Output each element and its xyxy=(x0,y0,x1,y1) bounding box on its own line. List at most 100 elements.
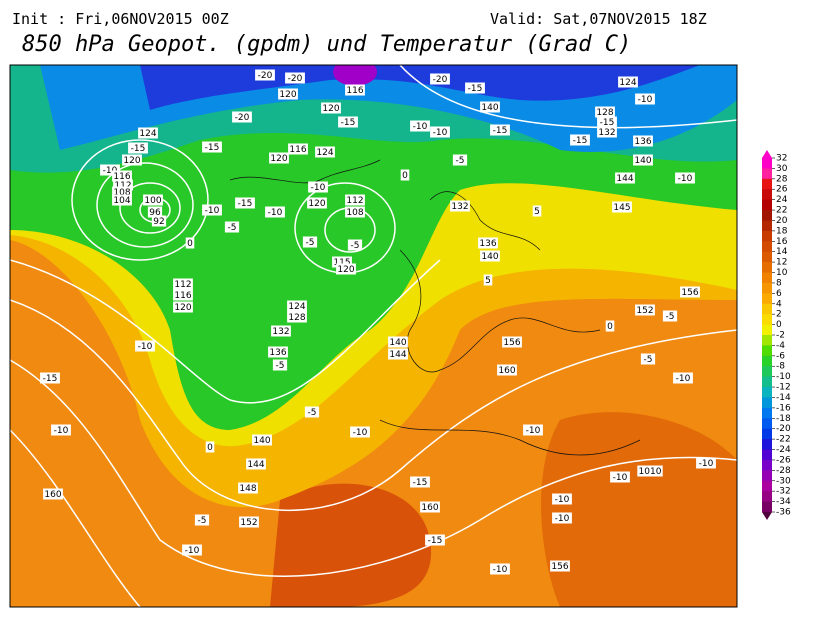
colorbar-segment xyxy=(762,355,772,367)
colorbar-label: -24 xyxy=(776,445,791,455)
contour-label-bg xyxy=(128,142,148,154)
contour-label-bg xyxy=(151,215,167,227)
contour-label: 148 xyxy=(239,484,256,494)
contour-label: 116 xyxy=(174,291,191,301)
contour-label-bg xyxy=(255,69,275,81)
contour-label: 124 xyxy=(139,129,156,139)
colorbar-segment xyxy=(762,335,772,346)
contour-label: -10 xyxy=(676,374,691,384)
colorbar-label: 20 xyxy=(776,216,788,226)
contour-label-bg xyxy=(452,154,468,166)
contour-label: -10 xyxy=(413,122,428,132)
contour-label-bg xyxy=(268,346,288,358)
colorbar-segment xyxy=(762,345,772,357)
colorbar-segment xyxy=(762,314,772,326)
contour-label: -10 xyxy=(678,174,693,184)
contour-label: 144 xyxy=(247,460,264,470)
contour-label: 124 xyxy=(619,78,636,88)
contour-label: 0 xyxy=(207,443,213,453)
contour-label: 160 xyxy=(498,366,515,376)
contour-label-bg xyxy=(135,340,155,352)
colorbar-label: 30 xyxy=(776,164,788,174)
contour-label-bg xyxy=(410,476,430,488)
contour-label: -15 xyxy=(131,144,146,154)
colorbar-segment xyxy=(762,282,772,294)
colorbar-segment xyxy=(762,189,772,201)
contour-label-bg xyxy=(550,560,570,572)
colorbar-label: 28 xyxy=(776,174,788,184)
contour-label-bg xyxy=(205,441,215,453)
contour-label: 156 xyxy=(551,562,568,572)
contour-label-bg xyxy=(618,76,638,88)
contour-label: 160 xyxy=(44,490,61,500)
colorbar-segment xyxy=(762,168,772,180)
contour-label-bg xyxy=(238,482,258,494)
contour-label-bg xyxy=(173,301,193,313)
colorbar-segment xyxy=(762,470,772,482)
contour-label: -5 xyxy=(666,312,675,322)
contour-label-bg xyxy=(662,310,678,322)
colorbar-segment xyxy=(762,449,772,461)
contour-label: -5 xyxy=(308,408,317,418)
contour-label-bg xyxy=(285,72,305,84)
contour-label-bg xyxy=(635,93,655,105)
colorbar-label: -10 xyxy=(776,372,791,382)
contour-label: -20 xyxy=(235,113,250,123)
contour-label: 156 xyxy=(503,338,520,348)
deep-frost xyxy=(140,65,700,110)
contour-label: 124 xyxy=(316,148,333,158)
colorbar-label: 0 xyxy=(776,320,782,330)
contour-label-bg xyxy=(235,197,255,209)
contour-label: 160 xyxy=(421,503,438,513)
contour-label-bg xyxy=(430,73,450,85)
colorbar-label: -6 xyxy=(776,351,785,361)
contour-label-bg xyxy=(321,102,341,114)
contour-label: 1010 xyxy=(639,467,662,477)
colorbar-label: 2 xyxy=(776,310,782,320)
contour-label-bg xyxy=(332,256,352,268)
colorbar-label: 10 xyxy=(776,268,788,278)
contour-label: 112 xyxy=(174,280,191,290)
contour-label: 120 xyxy=(308,199,325,209)
contour-label-bg xyxy=(304,406,320,418)
contour-label-bg xyxy=(420,501,440,513)
contour-label: -10 xyxy=(185,546,200,556)
contour-label-bg xyxy=(122,154,142,166)
cold-field xyxy=(10,65,737,430)
contour-label-bg xyxy=(552,512,572,524)
contour-label: -10 xyxy=(638,95,653,105)
contour-label-bg xyxy=(40,372,60,384)
contour-label-bg xyxy=(673,372,693,384)
contour-label-bg xyxy=(308,181,328,193)
contour-label-bg xyxy=(287,300,307,312)
contour-label-bg xyxy=(350,426,370,438)
contour-label-bg xyxy=(633,154,653,166)
contour-label: 120 xyxy=(270,154,287,164)
contour-label-bg xyxy=(112,194,132,206)
colorbar-segment xyxy=(762,293,772,305)
contour-label-bg xyxy=(51,424,71,436)
colorbar-segment xyxy=(762,262,772,274)
colorbar-label: -16 xyxy=(776,403,791,413)
contour-label: 5 xyxy=(534,207,540,217)
colorbar-segment xyxy=(762,303,772,315)
contour-label-bg xyxy=(345,84,365,96)
contour-label: -20 xyxy=(433,75,448,85)
colorbar-label: -14 xyxy=(776,393,791,403)
contour-label: -15 xyxy=(428,536,443,546)
contour-label-bg xyxy=(597,116,617,128)
contour-label-bg xyxy=(278,88,298,100)
contour-label-bg xyxy=(252,434,272,446)
contour-label-bg xyxy=(552,493,572,505)
contour-label: 132 xyxy=(598,128,615,138)
colorbar-label: 4 xyxy=(776,299,782,309)
contour-label-bg xyxy=(272,359,288,371)
contour-label-bg xyxy=(610,471,630,483)
contour-label-bg xyxy=(173,289,193,301)
contour-label: 5 xyxy=(485,276,491,286)
contour-label: 116 xyxy=(289,145,306,155)
contour-label: -5 xyxy=(456,156,465,166)
contour-label: 116 xyxy=(113,172,130,182)
contour-label-bg xyxy=(112,186,132,198)
colorbar-segment xyxy=(762,220,772,232)
